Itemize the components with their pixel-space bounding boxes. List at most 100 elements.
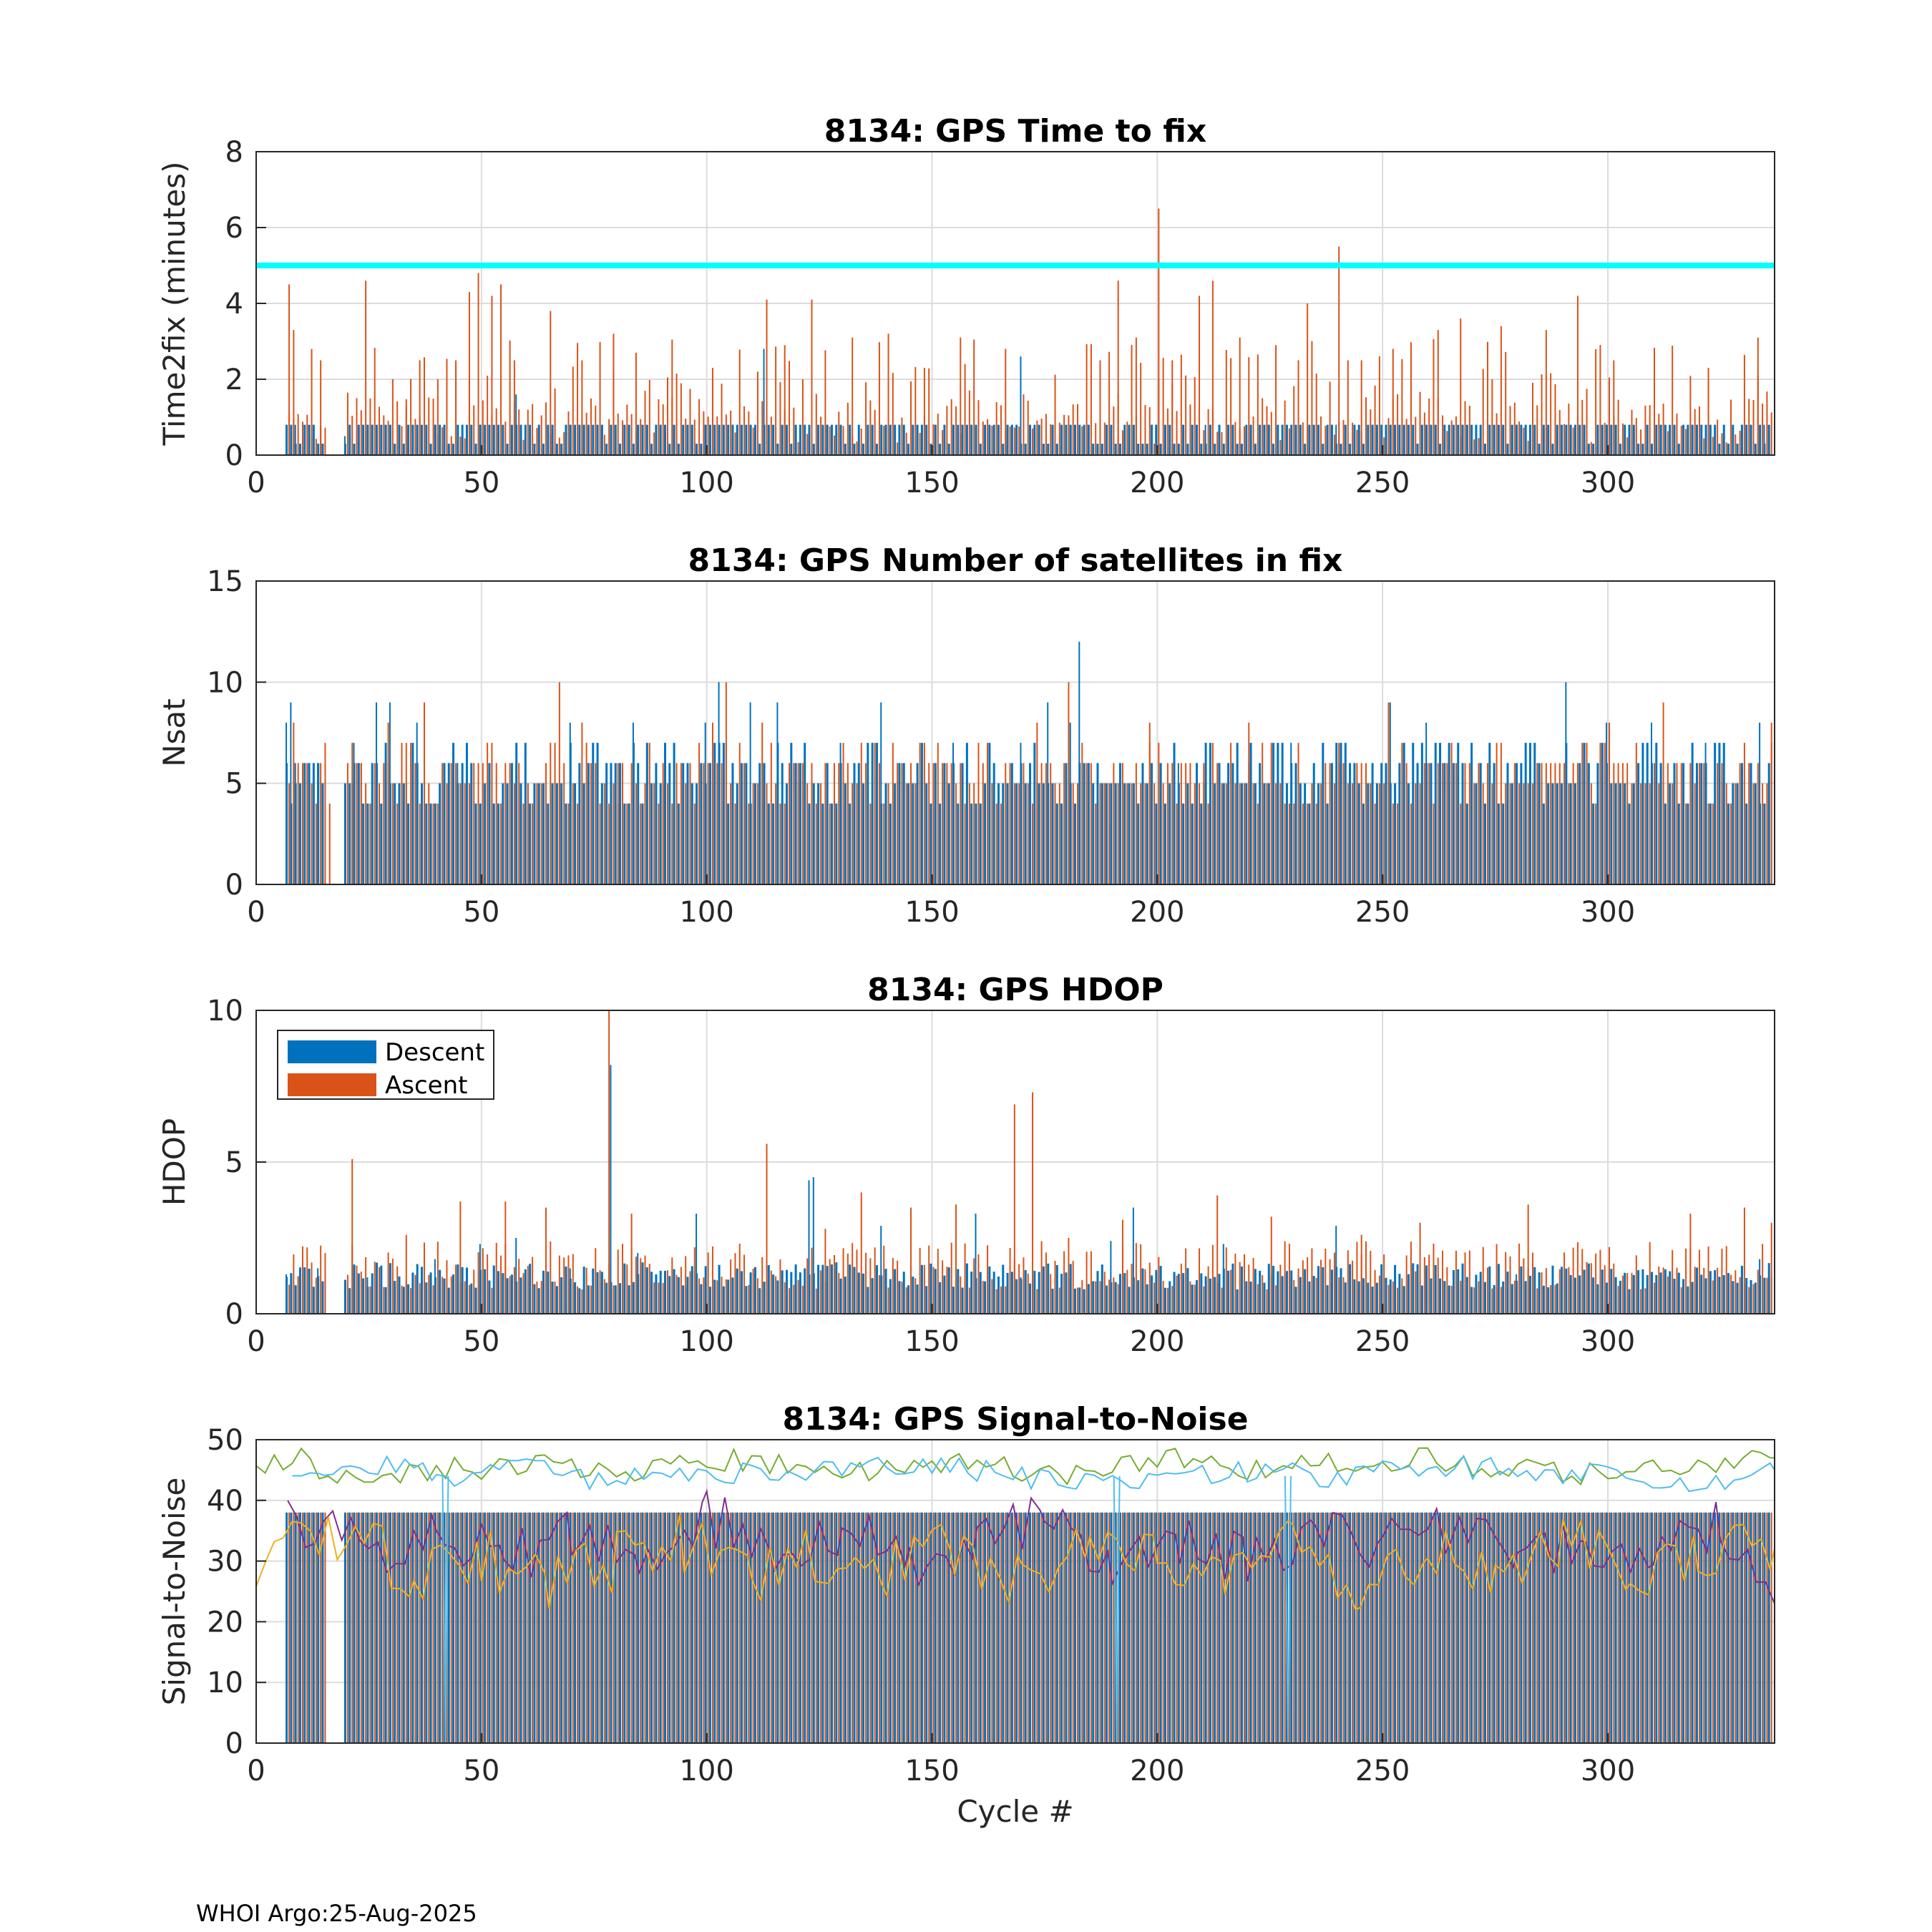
time2fix-ascent-bar <box>1199 296 1201 455</box>
nsat-ascent-bar <box>374 763 376 884</box>
time2fix-descent-bar <box>992 424 995 455</box>
hdop-ascent-bar <box>865 1252 867 1314</box>
hdop-descent-bar <box>569 1268 571 1314</box>
snr-descent-bar <box>605 1512 608 1743</box>
nsat-ascent-bar <box>770 743 772 884</box>
snr-ascent-bar <box>603 1512 605 1743</box>
hdop-descent-bar <box>1141 1268 1144 1314</box>
nsat-xtick-label: 300 <box>1581 896 1635 929</box>
snr-ascent-bar <box>585 1512 587 1743</box>
time2fix-ascent-bar <box>977 400 980 455</box>
nsat-ascent-bar <box>1288 803 1290 884</box>
snr-ascent-bar <box>518 1512 520 1743</box>
hdop-ytick-label: 0 <box>225 1298 243 1331</box>
time2fix-xtick-label: 0 <box>247 467 265 499</box>
snr-descent-bar <box>979 1512 982 1743</box>
nsat-descent-bar <box>1245 783 1248 884</box>
snr-descent-bar <box>1123 1512 1126 1743</box>
time2fix-descent-bar <box>708 424 711 455</box>
snr-descent-bar <box>488 1512 491 1743</box>
nsat-descent-bar <box>605 763 608 884</box>
hdop-descent-bar <box>1434 1264 1437 1314</box>
snr-descent-bar <box>565 1512 567 1743</box>
nsat-descent-bar <box>1767 763 1770 884</box>
hdop-ascent-bar <box>1649 1241 1651 1314</box>
time2fix-descent-bar <box>1106 424 1108 455</box>
legend-label-ascent: Ascent <box>385 1071 467 1100</box>
hdop-descent-bar <box>862 1273 865 1314</box>
snr-descent-bar <box>587 1512 590 1743</box>
snr-ascent-bar <box>365 1512 367 1743</box>
time2fix-ascent-bar <box>1378 356 1380 455</box>
hdop-ascent-bar <box>1072 1261 1074 1314</box>
time2fix-descent-bar <box>1006 424 1009 455</box>
snr-ascent-bar <box>1518 1512 1521 1743</box>
nsat-ascent-bar <box>1315 803 1317 884</box>
snr-ascent-bar <box>1460 1512 1462 1743</box>
time2fix-descent-bar <box>497 424 500 455</box>
time2fix-ascent-bar <box>1058 422 1060 455</box>
time2fix-ascent-bar <box>1194 376 1196 455</box>
snr-descent-bar <box>1402 1512 1405 1743</box>
nsat-ascent-bar <box>1442 763 1444 884</box>
hdop-ascent-bar <box>446 1260 448 1314</box>
hdop-ascent-bar <box>932 1267 935 1314</box>
nsat-descent-bar <box>1542 803 1545 884</box>
snr-ascent-bar <box>617 1512 619 1743</box>
time2fix-descent-bar <box>529 424 532 455</box>
time2fix-descent-bar <box>1637 444 1640 455</box>
nsat-ascent-bar <box>328 803 331 884</box>
nsat-descent-bar <box>1375 783 1378 884</box>
hdop-descent-bar <box>407 1284 410 1314</box>
nsat-descent-bar <box>1277 743 1279 884</box>
nsat-descent-bar <box>776 702 779 884</box>
hdop-ascent-bar <box>1460 1280 1462 1314</box>
hdop-ascent-bar <box>653 1282 655 1314</box>
snr-descent-bar <box>686 1512 689 1743</box>
snr-descent-bar <box>1452 1512 1455 1743</box>
snr-ascent-bar <box>955 1512 957 1743</box>
nsat-ascent-bar <box>1216 763 1219 884</box>
hdop-ascent-bar <box>473 1269 475 1314</box>
hdop-descent-bar <box>1118 1274 1121 1314</box>
hdop-ascent-bar <box>288 1284 291 1314</box>
nsat-ascent-bar <box>1752 783 1755 884</box>
snr-ascent-bar <box>356 1512 358 1743</box>
nsat-ascent-bar <box>860 743 862 884</box>
hdop-descent-bar <box>1240 1266 1243 1314</box>
time2fix-ascent-bar <box>1266 406 1268 455</box>
snr-bar-field <box>286 1512 1772 1743</box>
nsat-ascent-bar <box>1027 783 1029 884</box>
time2fix-ascent-bar <box>680 383 682 455</box>
snr-ascent-bar <box>1023 1512 1025 1743</box>
time2fix-xtick-label: 50 <box>463 467 499 499</box>
time2fix-descent-bar <box>1074 424 1077 455</box>
snr-ascent-bar <box>1554 1512 1556 1743</box>
hdop-descent-bar <box>722 1286 725 1314</box>
time2fix-descent-bar <box>452 444 455 455</box>
time2fix-descent-bar <box>1155 424 1157 455</box>
hdop-ascent-bar <box>1590 1263 1592 1314</box>
time2fix-descent-bar <box>1267 424 1269 455</box>
snr-ascent-bar <box>838 1512 840 1743</box>
time2fix-ascent-bar <box>311 348 313 455</box>
nsat-ascent-bar <box>572 783 574 884</box>
nsat-ascent-bar <box>833 763 835 884</box>
time2fix-ascent-bar <box>1541 374 1543 455</box>
nsat-ascent-bar <box>955 783 957 884</box>
time2fix-ascent-bar <box>1131 345 1133 455</box>
hdop-descent-bar <box>1357 1281 1360 1314</box>
snr-descent-bar <box>673 1512 675 1743</box>
hdop-descent-bar <box>443 1278 446 1314</box>
hdop-ascent-bar <box>1180 1263 1182 1314</box>
hdop-descent-bar <box>1722 1274 1725 1314</box>
snr-descent-bar <box>317 1512 320 1743</box>
nsat-ascent-bar <box>779 803 781 884</box>
nsat-descent-bar <box>799 763 801 884</box>
snr-descent-bar <box>682 1512 685 1743</box>
hdop-ascent-bar <box>608 1010 610 1314</box>
snr-ascent-bar <box>1378 1512 1380 1743</box>
time2fix-descent-bar <box>1312 424 1315 455</box>
hdop-ascent-bar <box>1743 1207 1745 1314</box>
hdop-ascent-bar <box>1433 1244 1435 1314</box>
